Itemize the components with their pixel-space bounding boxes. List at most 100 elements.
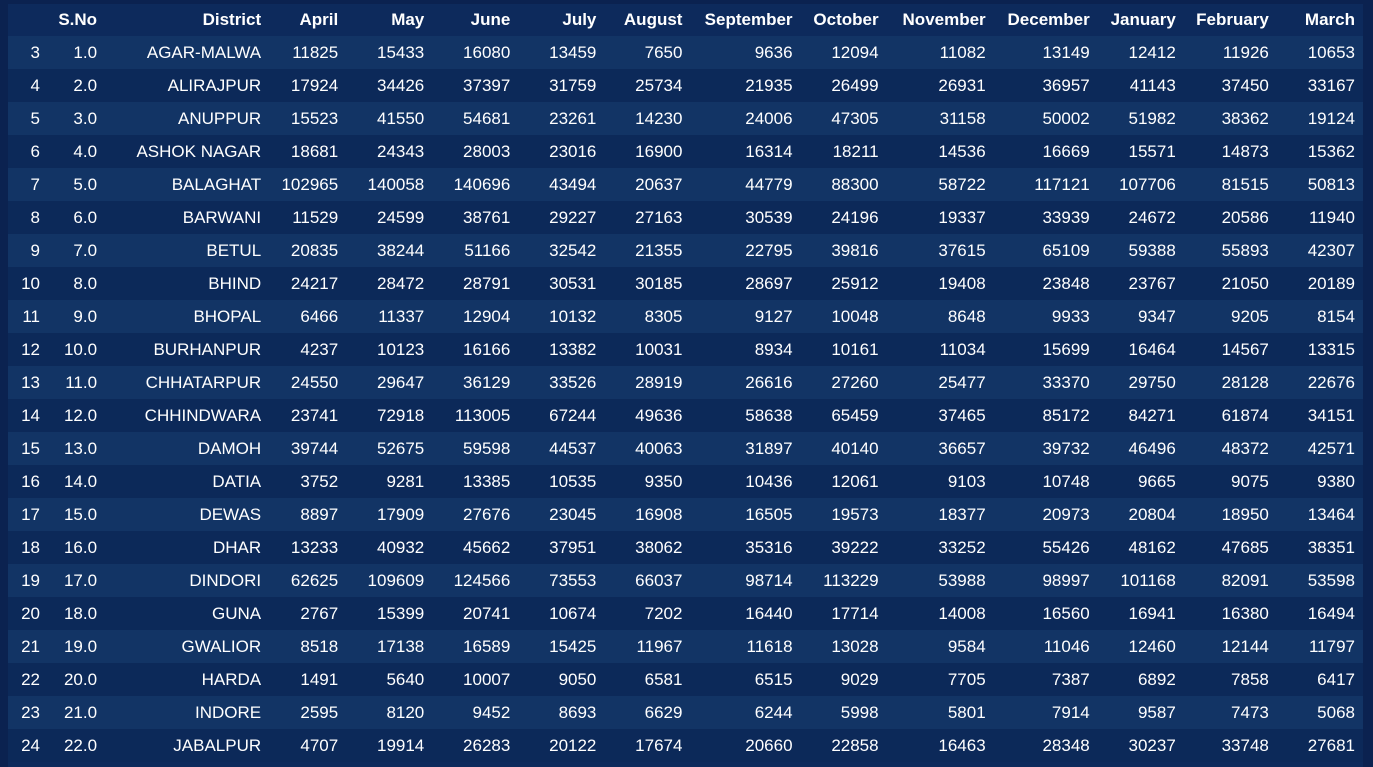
table-cell: 65109 [993, 234, 1098, 267]
table-cell: 38062 [604, 531, 691, 564]
table-cell: 20835 [269, 234, 347, 267]
column-header: April [269, 4, 347, 36]
table-cell: 18377 [886, 498, 994, 531]
table-cell: 49636 [604, 399, 691, 432]
table-cell: 20122 [518, 729, 605, 762]
district-cell: AGAR-MALWA [105, 36, 270, 69]
table-cell: 8693 [518, 696, 605, 729]
row-index: 8 [8, 201, 47, 234]
table-cell: 19914 [346, 729, 433, 762]
table-cell: 15399 [346, 597, 433, 630]
table-row: 13 11.0 CHHATARPUR 24550 29647 36129 33526 2891… [8, 366, 1363, 399]
row-index: 12 [8, 333, 47, 366]
table-cell: 29750 [1097, 366, 1184, 399]
table-cell: 8648 [886, 300, 994, 333]
table-cell: 51166 [432, 234, 519, 267]
table-cell: 5068 [1276, 696, 1363, 729]
table-cell: 15.0 [46, 498, 106, 531]
table-cell: 28791 [432, 267, 519, 300]
table-cell: 11967 [604, 630, 691, 663]
table-cell: 6.0 [46, 201, 106, 234]
table-cell: 7202 [604, 597, 691, 630]
table-cell: 21935 [690, 69, 801, 102]
table-cell: 37465 [886, 399, 994, 432]
table-cell: 2767 [269, 597, 347, 630]
table-cell: 25912 [800, 267, 887, 300]
table-row: 17 15.0 DEWAS 8897 17909 27676 23045 16908 16505… [8, 498, 1363, 531]
table-row: 11 9.0 BHOPAL 6466 11337 12904 10132 8305 9127 10… [8, 300, 1363, 333]
table-cell: 9452 [432, 696, 519, 729]
table-row: 18 16.0 DHAR 13233 40932 45662 37951 38062 35316… [8, 531, 1363, 564]
district-cell: INDORE [105, 696, 270, 729]
table-cell: 30237 [1097, 729, 1184, 762]
table-cell: 26931 [886, 69, 994, 102]
table-cell: 73553 [518, 564, 605, 597]
district-cell: DINDORI [105, 564, 270, 597]
table-body: 3 1.0 AGAR-MALWA 11825 15433 16080 13459 7650 96… [8, 36, 1363, 762]
table-cell: 6466 [269, 300, 347, 333]
table-cell: 8934 [690, 333, 801, 366]
table-cell: 13.0 [46, 432, 106, 465]
table-cell: 21050 [1183, 267, 1277, 300]
table-cell: 11046 [993, 630, 1098, 663]
row-index: 24 [8, 729, 47, 762]
row-index: 20 [8, 597, 47, 630]
table-cell: 52675 [346, 432, 433, 465]
table-cell: 24343 [346, 135, 433, 168]
table-cell: 46496 [1097, 432, 1184, 465]
table-cell: 2595 [269, 696, 347, 729]
table-cell: 9103 [886, 465, 994, 498]
district-cell: DEWAS [105, 498, 270, 531]
header-row: S.No District April May June July August Septem… [8, 4, 1363, 36]
table-cell: 109609 [346, 564, 433, 597]
table-cell: 37951 [518, 531, 605, 564]
table-cell: 98714 [690, 564, 801, 597]
table-cell: 9205 [1183, 300, 1277, 333]
table-row: 14 12.0 CHHINDWARA 23741 72918 113005 67244 496… [8, 399, 1363, 432]
table-cell: 7.0 [46, 234, 106, 267]
table-row: 19 17.0 DINDORI 62625 109609 124566 73553 66037… [8, 564, 1363, 597]
table-cell: 33252 [886, 531, 994, 564]
table-cell: 53598 [1276, 564, 1363, 597]
table-cell: 6515 [690, 663, 801, 696]
table-cell: 47305 [800, 102, 887, 135]
table-cell: 18681 [269, 135, 347, 168]
district-cell: DHAR [105, 531, 270, 564]
column-header: July [518, 4, 605, 36]
table-cell: 16505 [690, 498, 801, 531]
district-cell: BHOPAL [105, 300, 270, 333]
district-cell: GWALIOR [105, 630, 270, 663]
table-cell: 107706 [1097, 168, 1184, 201]
table-cell: 16314 [690, 135, 801, 168]
table-cell: 17674 [604, 729, 691, 762]
row-index: 17 [8, 498, 47, 531]
table-cell: 20586 [1183, 201, 1277, 234]
table-cell: 7650 [604, 36, 691, 69]
district-cell: GUNA [105, 597, 270, 630]
table-cell: 6581 [604, 663, 691, 696]
table-cell: 11926 [1183, 36, 1277, 69]
table-cell: 20.0 [46, 663, 106, 696]
table-cell: 14536 [886, 135, 994, 168]
table-row: 3 1.0 AGAR-MALWA 11825 15433 16080 13459 7650 96… [8, 36, 1363, 69]
table-cell: 6892 [1097, 663, 1184, 696]
table-cell: 88300 [800, 168, 887, 201]
table-row: 9 7.0 BETUL 20835 38244 51166 32542 21355 22795 3… [8, 234, 1363, 267]
table-cell: 15425 [518, 630, 605, 663]
table-cell: 24196 [800, 201, 887, 234]
table-cell: 13028 [800, 630, 887, 663]
table-cell: 13233 [269, 531, 347, 564]
table-cell: 1491 [269, 663, 347, 696]
table-row: 8 6.0 BARWANI 11529 24599 38761 29227 27163 3053… [8, 201, 1363, 234]
table-cell: 29227 [518, 201, 605, 234]
table-cell: 3.0 [46, 102, 106, 135]
table-cell: 81515 [1183, 168, 1277, 201]
table-cell: 7914 [993, 696, 1098, 729]
table-cell: 33167 [1276, 69, 1363, 102]
row-index: 14 [8, 399, 47, 432]
table-cell: 8154 [1276, 300, 1363, 333]
table-cell: 20804 [1097, 498, 1184, 531]
table-cell: 8897 [269, 498, 347, 531]
table-cell: 10748 [993, 465, 1098, 498]
table-cell: 11034 [886, 333, 994, 366]
